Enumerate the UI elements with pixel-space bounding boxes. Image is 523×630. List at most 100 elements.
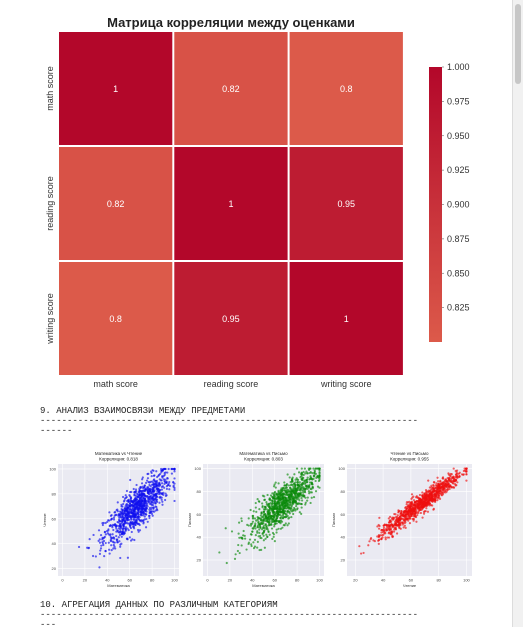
scatter-point: [397, 517, 401, 520]
scatter-point: [414, 515, 417, 518]
scatter-point: [437, 485, 440, 488]
scrollbar-thumb[interactable]: [515, 4, 521, 84]
scatter-point: [99, 549, 102, 552]
scatter-point: [259, 514, 262, 517]
scatter-point: [115, 513, 118, 516]
scatter-point: [396, 519, 399, 522]
scatter-point: [286, 503, 290, 507]
scatter-point: [404, 526, 407, 530]
scatter-point: [397, 509, 400, 512]
scatter-point: [131, 507, 134, 510]
scatter-point: [166, 471, 169, 474]
scatter-point: [98, 538, 101, 541]
scatter-title: Чтение vs Письмо: [391, 451, 429, 456]
scatter-point: [300, 496, 303, 500]
scatter-point: [295, 467, 299, 470]
scatter-point: [141, 476, 144, 479]
scatter-point: [156, 481, 159, 485]
scatter-x-tick-label: 20: [83, 578, 88, 583]
scatter-point: [162, 467, 165, 471]
scatter-point: [410, 493, 414, 496]
scatter-point: [127, 505, 130, 508]
scatter-point: [408, 517, 412, 520]
scatter-point: [274, 486, 277, 489]
scatter-point: [288, 510, 291, 514]
scatter-point: [318, 474, 321, 477]
scatter-point: [272, 508, 276, 511]
scatter-point: [251, 522, 254, 525]
scatter-point: [298, 485, 302, 488]
scatter-point: [119, 525, 122, 529]
scatter-point: [456, 481, 459, 484]
scatter-y-tick-label: 100: [194, 466, 201, 471]
vertical-scrollbar[interactable]: [512, 0, 523, 627]
scatter-x-tick-label: 60: [272, 578, 277, 583]
scatter-x-tick-label: 40: [381, 578, 386, 583]
scatter-point: [433, 499, 437, 502]
scatter-point: [292, 498, 295, 501]
scatter-point: [129, 539, 133, 542]
scatter-point: [133, 514, 136, 517]
scatter-point: [117, 514, 120, 518]
scatter-point: [137, 515, 140, 518]
scatter-point: [108, 519, 111, 522]
scatter-point: [124, 494, 127, 497]
scatter-point: [298, 481, 301, 484]
scatter-point: [462, 473, 465, 476]
scatter-point: [230, 530, 234, 533]
scatter-point: [296, 478, 300, 481]
scatter-point: [238, 551, 241, 555]
scatter-point: [431, 495, 434, 498]
scatter-point: [272, 485, 276, 488]
scatter-point: [123, 508, 126, 511]
scatter-title: Математика vs Письмо: [239, 451, 288, 456]
scatter-point: [288, 490, 291, 493]
scatter-point: [103, 535, 106, 538]
scatter-point: [249, 508, 252, 512]
scatter-point: [275, 531, 278, 534]
scatter-point: [238, 536, 241, 539]
scatter-point: [405, 503, 408, 506]
scatter-point: [132, 517, 135, 521]
scatter-point: [138, 494, 141, 497]
scatter-point: [402, 510, 405, 513]
scatter-y-tick-label: 60: [341, 512, 346, 517]
scatter-point: [251, 530, 254, 533]
scatter-point: [411, 517, 414, 521]
scatter-point: [254, 506, 257, 509]
colorbar-tick-label: 0.900: [447, 200, 470, 210]
scatter-point: [163, 486, 166, 489]
scatter-point: [318, 471, 321, 474]
scatter-point: [141, 510, 145, 513]
scatter-point: [286, 514, 289, 517]
scatter-point: [129, 510, 133, 514]
scatter-point: [298, 499, 301, 502]
scatter-point: [280, 487, 283, 490]
scatter-point: [382, 529, 386, 532]
scatter-point: [390, 530, 393, 534]
scatter-point: [144, 513, 147, 516]
scatter-point: [447, 485, 451, 488]
scatter-point: [150, 491, 153, 494]
scatter-point: [427, 499, 430, 502]
scatter-point: [305, 485, 308, 488]
scatter-point: [250, 544, 253, 548]
scatter-point: [163, 471, 166, 475]
scatter-point: [262, 510, 266, 513]
scatter-point: [391, 524, 394, 527]
scatter-point: [369, 538, 372, 541]
scatter-point: [119, 556, 122, 560]
scatter-point: [240, 517, 243, 520]
scatter-point: [128, 536, 131, 539]
scatter-point: [143, 508, 146, 511]
scatter-point: [465, 470, 468, 473]
scatter-point: [431, 504, 434, 507]
heatmap-axis-labels: math score math score reading score reading…: [45, 66, 372, 389]
scatter-point: [417, 503, 420, 507]
scatter-point: [284, 510, 287, 513]
scatter-point: [112, 543, 115, 547]
scatter-point: [419, 500, 423, 503]
scatter-point: [381, 528, 384, 532]
scatter-point: [129, 496, 133, 499]
scatter-point: [119, 524, 122, 527]
